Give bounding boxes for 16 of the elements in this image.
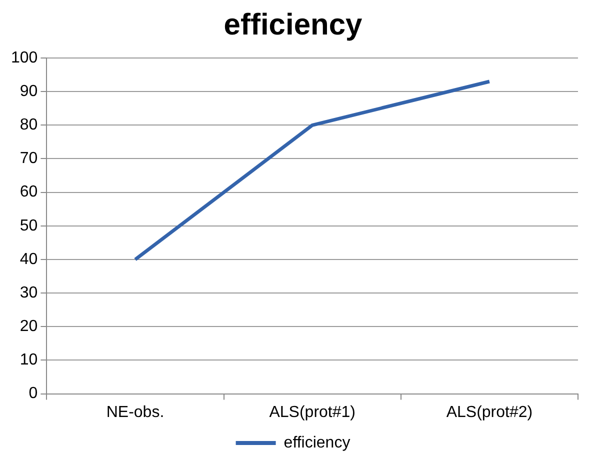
y-tick-label: 70 xyxy=(20,150,38,168)
x-tick-label: ALS(prot#1) xyxy=(269,404,356,421)
y-tick-label: 40 xyxy=(20,250,38,268)
y-tick-label: 0 xyxy=(28,385,38,402)
legend-label: efficiency xyxy=(284,434,350,452)
y-tick-label: 50 xyxy=(20,217,38,234)
y-tick-label: 30 xyxy=(20,284,38,302)
y-tick-label: 80 xyxy=(20,116,38,134)
y-tick-label: 100 xyxy=(10,49,38,66)
y-tick-label: 20 xyxy=(20,318,38,336)
x-tick-label: ALS(prot#2) xyxy=(446,404,533,421)
y-tick-label: 10 xyxy=(20,352,38,369)
y-tick-label: 60 xyxy=(20,184,38,201)
chart-title: efficiency xyxy=(224,8,363,42)
x-tick-label: NE-obs. xyxy=(106,404,164,421)
y-tick-label: 90 xyxy=(20,82,38,100)
